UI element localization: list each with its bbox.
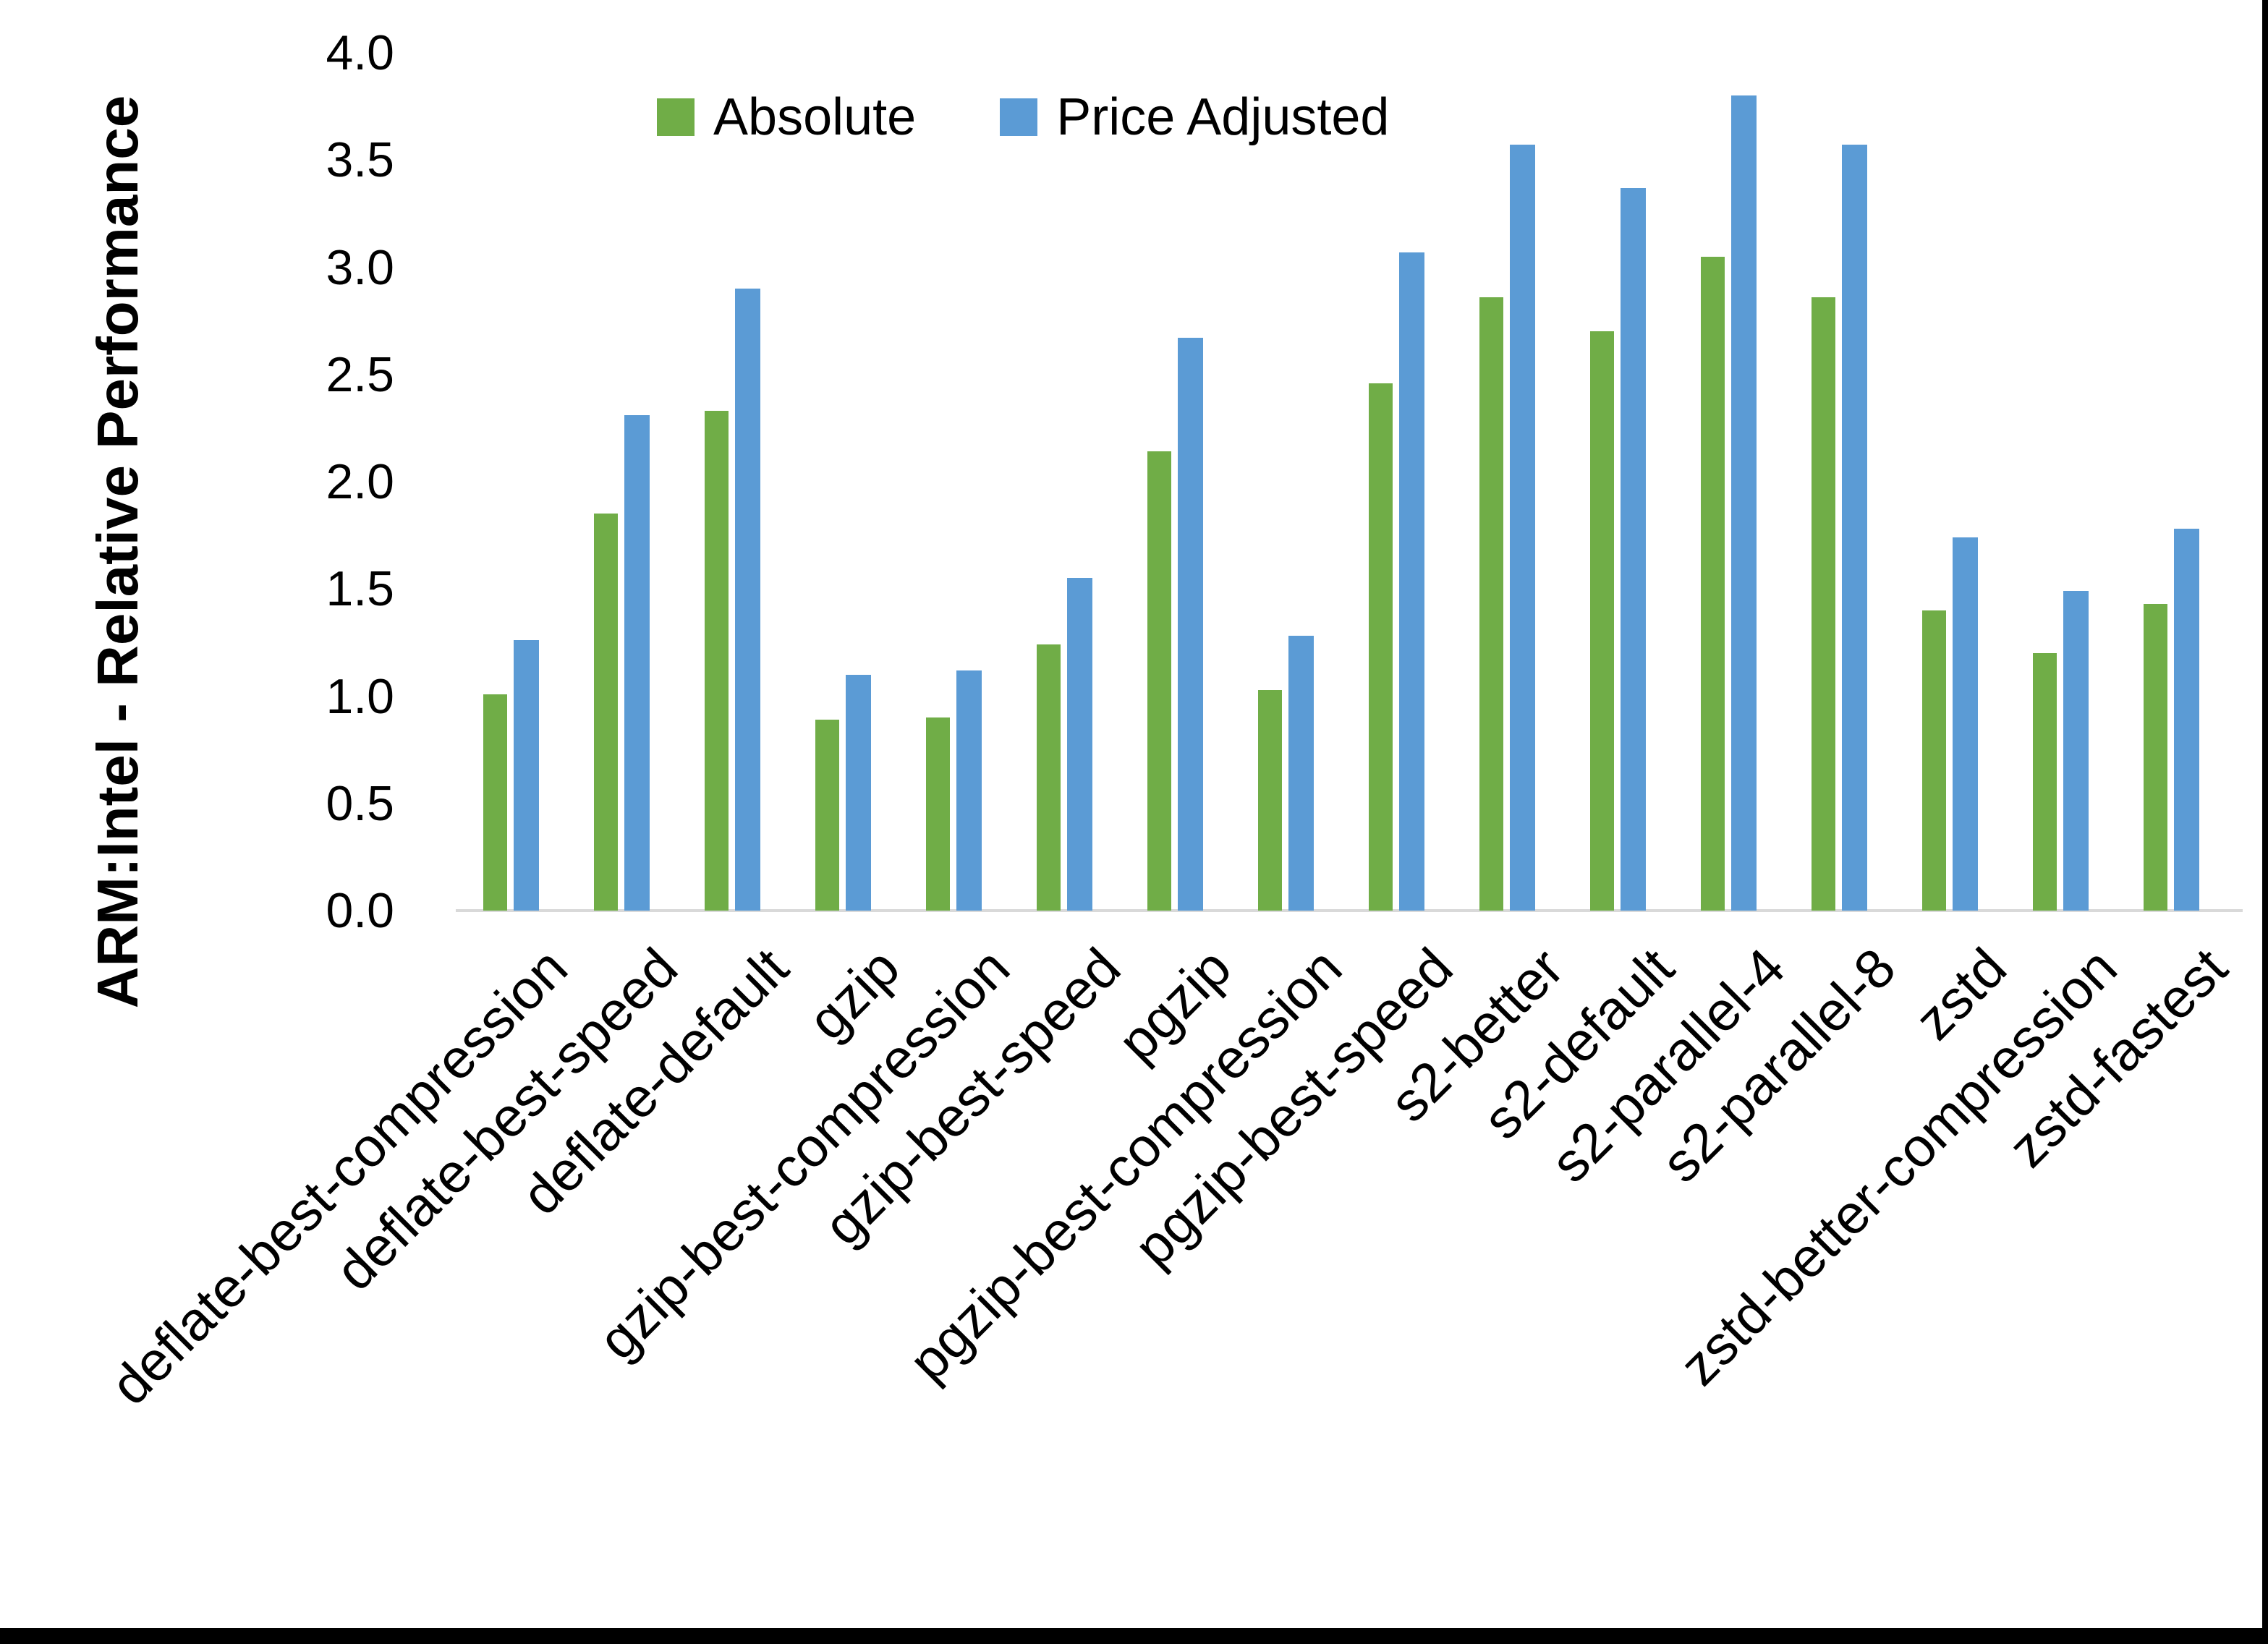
x-tick-label-deflate-best-compression: deflate-best-compression xyxy=(98,937,579,1417)
bar-absolute-s2-parallel-8 xyxy=(1812,297,1835,911)
legend-item-absolute: Absolute xyxy=(657,91,916,143)
legend-item-price-adjusted: Price Adjusted xyxy=(1000,91,1389,143)
bar-absolute-pgzip xyxy=(1147,451,1171,911)
y-tick-label-2.0: 2.0 xyxy=(326,454,394,509)
bar-absolute-deflate-best-compression xyxy=(483,694,507,911)
bar-price-adjusted-s2-better xyxy=(1510,145,1535,911)
y-axis-title: ARM:Intel - Relative Performance xyxy=(85,95,150,1009)
y-tick-label-0.0: 0.0 xyxy=(326,883,394,938)
bar-price-adjusted-pgzip-best-speed xyxy=(1399,252,1424,911)
bar-price-adjusted-s2-parallel-8 xyxy=(1842,145,1867,911)
bar-absolute-zstd-better-compression xyxy=(2033,653,2057,911)
legend-swatch-price-adjusted-icon xyxy=(1000,98,1038,136)
y-tick-label-3.0: 3.0 xyxy=(326,239,394,295)
legend: Absolute Price Adjusted xyxy=(657,91,1389,143)
bar-absolute-zstd xyxy=(1922,610,1946,911)
x-axis-line xyxy=(456,909,2243,912)
bar-absolute-s2-default xyxy=(1590,331,1614,911)
bar-price-adjusted-deflate-best-compression xyxy=(514,640,539,911)
bar-absolute-gzip-best-compression xyxy=(926,717,950,911)
figure-bottom-border xyxy=(0,1628,2268,1644)
bar-absolute-s2-better xyxy=(1479,297,1503,911)
y-tick-label-2.5: 2.5 xyxy=(326,346,394,402)
y-tick-label-1.0: 1.0 xyxy=(326,668,394,724)
y-tick-label-0.5: 0.5 xyxy=(326,775,394,831)
y-tick-label-4.0: 4.0 xyxy=(326,25,394,80)
bar-absolute-zstd-fastest xyxy=(2144,604,2167,911)
bar-absolute-deflate-default xyxy=(705,411,729,911)
bar-absolute-gzip xyxy=(815,720,839,911)
bar-price-adjusted-gzip-best-speed xyxy=(1067,578,1092,911)
figure-right-border xyxy=(2262,0,2268,1644)
y-tick-label-1.5: 1.5 xyxy=(326,561,394,617)
bar-absolute-deflate-best-speed xyxy=(594,514,618,911)
bar-price-adjusted-zstd-better-compression xyxy=(2063,591,2089,911)
bar-price-adjusted-zstd-fastest xyxy=(2174,529,2199,911)
bar-price-adjusted-zstd xyxy=(1953,537,1978,911)
bar-price-adjusted-s2-default xyxy=(1621,188,1646,911)
bar-price-adjusted-pgzip xyxy=(1178,338,1203,911)
y-tick-label-3.5: 3.5 xyxy=(326,132,394,188)
legend-label-price-adjusted: Price Adjusted xyxy=(1056,88,1390,146)
bar-absolute-pgzip-best-compression xyxy=(1258,690,1282,911)
bar-absolute-s2-parallel-4 xyxy=(1701,257,1725,911)
legend-swatch-absolute-icon xyxy=(657,98,695,136)
bar-price-adjusted-deflate-default xyxy=(735,289,760,911)
legend-label-absolute: Absolute xyxy=(713,88,917,146)
bar-price-adjusted-pgzip-best-compression xyxy=(1288,636,1314,911)
bar-absolute-gzip-best-speed xyxy=(1037,644,1061,911)
bar-price-adjusted-deflate-best-speed xyxy=(624,415,650,911)
bar-price-adjusted-gzip xyxy=(846,675,871,911)
bar-price-adjusted-gzip-best-compression xyxy=(956,670,982,911)
bar-price-adjusted-s2-parallel-4 xyxy=(1731,95,1757,911)
bar-absolute-pgzip-best-speed xyxy=(1369,383,1393,911)
